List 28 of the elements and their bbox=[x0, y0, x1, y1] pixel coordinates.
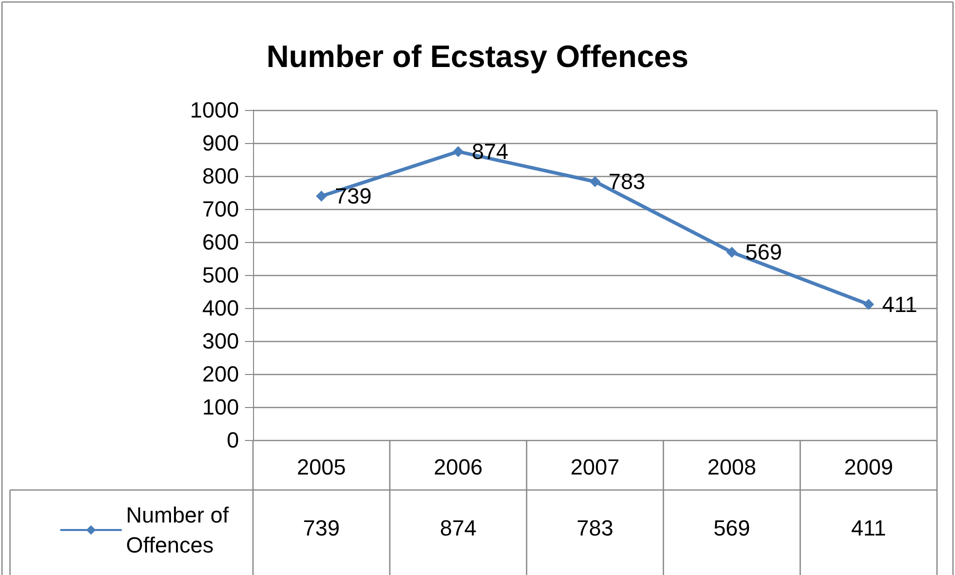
y-tick-label: 300 bbox=[202, 328, 239, 354]
y-tick-label: 200 bbox=[202, 362, 239, 386]
y-tick-label: 800 bbox=[202, 164, 239, 188]
x-tick-label: 2009 bbox=[844, 454, 894, 480]
x-tick-label: 2006 bbox=[434, 454, 483, 480]
y-tick-label: 100 bbox=[202, 394, 239, 420]
data-label: 874 bbox=[440, 516, 477, 540]
data-label: 739 bbox=[303, 516, 340, 540]
data-label: 411 bbox=[851, 516, 886, 540]
text: 874 bbox=[472, 139, 508, 164]
y-tick-label: 700 bbox=[202, 196, 239, 222]
data-label: 569 bbox=[713, 516, 750, 540]
x-tick-label: 2005 bbox=[296, 454, 346, 480]
y-tick-label: 500 bbox=[202, 262, 239, 288]
y-tick-label: 0 bbox=[226, 428, 239, 452]
y-tick-label: 400 bbox=[202, 296, 239, 320]
data-label: 783 bbox=[576, 516, 614, 540]
legend-label: Number of Offences bbox=[126, 502, 235, 558]
chart-title: Number of Ecstasy Offences bbox=[266, 39, 689, 74]
y-tick-label: 600 bbox=[202, 230, 239, 254]
x-tick-label: 2007 bbox=[570, 454, 620, 480]
y-tick-label: 1000 bbox=[190, 98, 239, 122]
text: 739 bbox=[334, 184, 372, 209]
text: 783 bbox=[608, 169, 646, 194]
text: 411 bbox=[882, 292, 918, 317]
text: 569 bbox=[745, 240, 782, 265]
y-tick-label: 900 bbox=[202, 130, 239, 156]
x-tick-label: 2008 bbox=[707, 454, 756, 480]
